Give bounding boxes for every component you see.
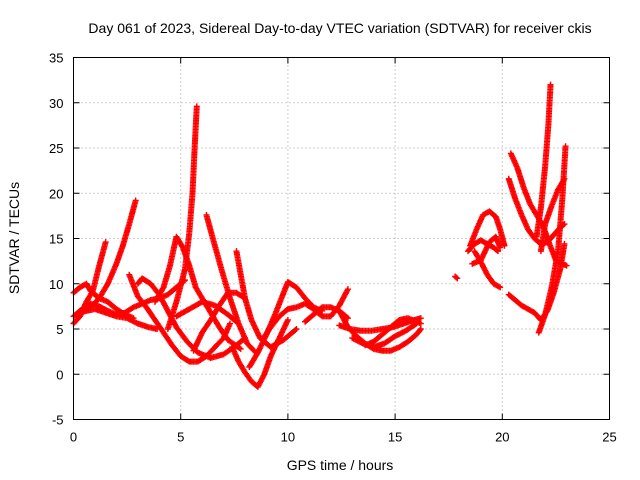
data-points — [70, 81, 570, 390]
y-tick-label: -5 — [52, 413, 64, 428]
data-point — [417, 315, 424, 322]
data-point — [547, 81, 554, 88]
series-arc06 — [126, 271, 234, 365]
data-point-fill — [560, 221, 567, 228]
x-tick-label: 0 — [70, 430, 77, 445]
data-point — [344, 286, 351, 293]
series-arc25 — [469, 233, 504, 267]
x-tick-label: 10 — [281, 430, 295, 445]
x-axis-label: GPS time / hours — [287, 457, 394, 473]
series-arc11 — [190, 289, 249, 354]
series-arc24 — [467, 208, 508, 249]
grid — [73, 57, 610, 420]
x-tick-label: 15 — [388, 430, 402, 445]
series-arc32 — [537, 175, 568, 255]
data-point — [563, 262, 570, 269]
x-tick-label: 5 — [177, 430, 184, 445]
y-tick-label: 5 — [56, 322, 63, 337]
data-point — [562, 143, 569, 150]
series-arc21 — [362, 315, 424, 349]
data-point — [417, 326, 424, 332]
series-arc30 — [533, 81, 554, 240]
y-axis-label: SDTVAR / TECUs — [6, 182, 22, 294]
x-tick-label: 25 — [602, 430, 616, 445]
y-tick-label: 25 — [49, 141, 63, 156]
data-point-fill — [292, 326, 299, 333]
data-point — [227, 320, 234, 327]
data-point-fill — [495, 283, 502, 290]
data-point-fill — [236, 345, 243, 352]
series-arc16 — [259, 286, 351, 343]
data-point — [454, 275, 461, 282]
y-tick-label: 30 — [49, 96, 63, 111]
data-point — [102, 239, 109, 246]
y-tick-label: 35 — [49, 51, 63, 66]
data-point-fill — [493, 247, 500, 254]
data-point-fill — [453, 274, 460, 281]
data-point — [497, 244, 504, 251]
data-point — [237, 345, 244, 352]
data-point — [293, 326, 300, 332]
y-tick-label: 10 — [49, 277, 63, 292]
axis-ticks: 0 5 10 15 20 25 -5 0 5 10 15 20 25 30 35 — [49, 51, 617, 445]
series-arc09 — [164, 103, 200, 332]
x-tick-label: 20 — [495, 430, 509, 445]
data-point — [284, 316, 291, 323]
y-tick-label: 15 — [49, 232, 63, 247]
y-tick-label: 20 — [49, 186, 63, 201]
data-point — [344, 315, 351, 322]
series-arc26 — [471, 248, 504, 291]
y-tick-label: 0 — [56, 367, 63, 382]
series-arc31 — [535, 143, 569, 336]
data-point — [561, 175, 568, 182]
data-point — [417, 320, 424, 327]
data-point — [495, 248, 502, 255]
chart-title: Day 061 of 2023, Sidereal Day-to-day VTE… — [88, 20, 591, 36]
data-point — [132, 197, 139, 204]
series-arc08 — [151, 233, 244, 352]
series-arc22 — [452, 273, 461, 282]
data-point — [497, 284, 504, 291]
data-point-fill — [416, 327, 423, 334]
data-point — [561, 240, 568, 247]
data-point — [193, 103, 200, 110]
series-arc05 — [74, 306, 161, 332]
